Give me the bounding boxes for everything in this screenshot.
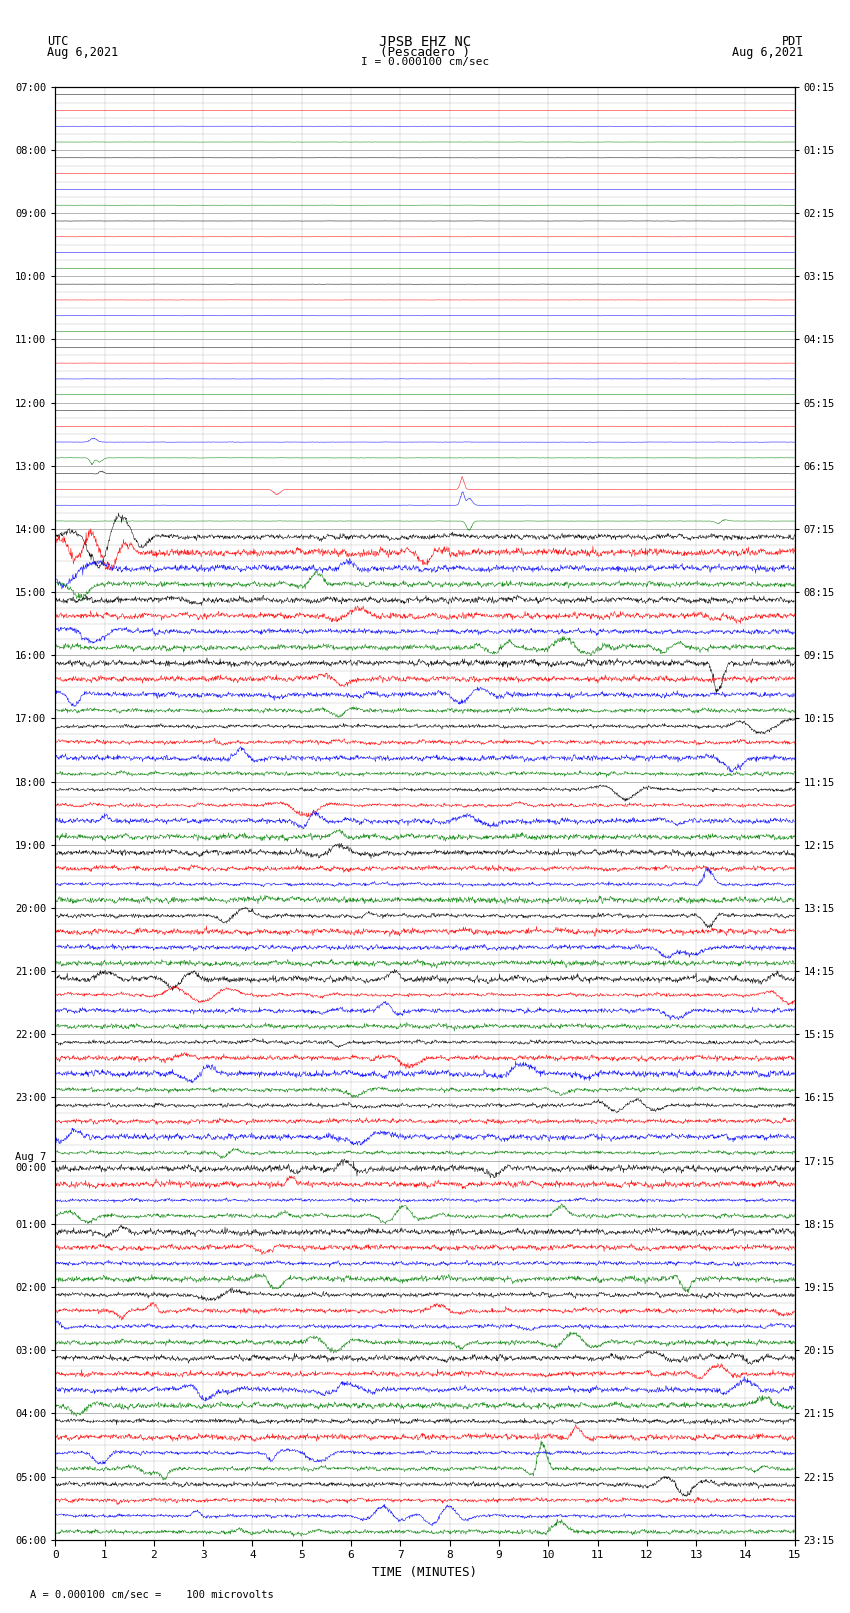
Text: I = 0.000100 cm/sec: I = 0.000100 cm/sec (361, 58, 489, 68)
Text: Aug 6,2021: Aug 6,2021 (732, 45, 803, 60)
Text: Aug 6,2021: Aug 6,2021 (47, 45, 118, 60)
Text: PDT: PDT (782, 35, 803, 48)
X-axis label: TIME (MINUTES): TIME (MINUTES) (372, 1566, 478, 1579)
Text: JPSB EHZ NC: JPSB EHZ NC (379, 35, 471, 48)
Text: A = 0.000100 cm/sec =    100 microvolts: A = 0.000100 cm/sec = 100 microvolts (30, 1590, 274, 1600)
Text: (Pescadero ): (Pescadero ) (380, 45, 470, 60)
Text: UTC: UTC (47, 35, 68, 48)
